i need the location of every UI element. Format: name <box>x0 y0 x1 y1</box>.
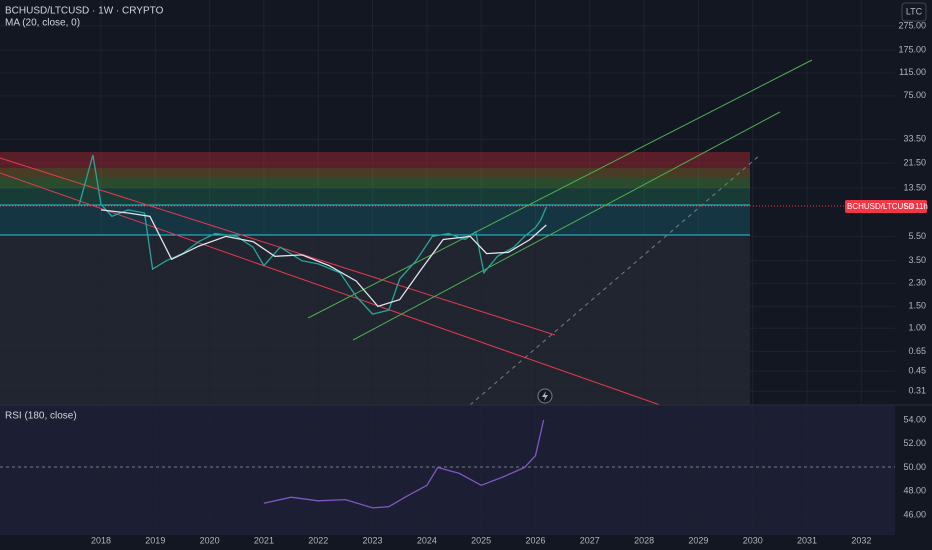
y-tick-label: 115.00 <box>899 67 926 77</box>
y-tick-label: 0.31 <box>908 386 926 396</box>
y-tick-label: 52.00 <box>903 438 926 448</box>
fib-band <box>0 178 750 188</box>
x-tick-label: 2026 <box>525 535 545 545</box>
badge-symbol: BCHUSD/LTCUSD <box>847 202 915 211</box>
x-tick-label: 2023 <box>363 535 383 545</box>
currency-box[interactable] <box>901 2 927 22</box>
y-tick-label: 275.00 <box>898 20 926 30</box>
y-tick-label: 33.50 <box>903 134 926 144</box>
badge-countdown: 5d 11h <box>904 202 928 211</box>
x-tick-label: 2032 <box>851 535 871 545</box>
y-tick-label: 50.00 <box>903 462 926 472</box>
price-badge <box>845 200 927 213</box>
x-tick-label: 2021 <box>254 535 274 545</box>
x-tick-label: 2022 <box>308 535 328 545</box>
symbol-title: BCHUSD/LTCUSD · 1W · CRYPTO <box>5 6 164 17</box>
currency: LTC <box>906 6 923 16</box>
channel-line <box>352 111 781 341</box>
y-tick-label: 1.50 <box>908 301 926 311</box>
series-line <box>100 209 547 308</box>
y-tick-label: 48.00 <box>903 486 926 496</box>
x-tick-label: 2024 <box>417 535 437 545</box>
x-tick-label: 2031 <box>797 535 817 545</box>
fib-band <box>0 152 750 168</box>
fib-band <box>0 188 750 205</box>
series-line <box>263 419 545 509</box>
x-tick-label: 2028 <box>634 535 654 545</box>
x-tick-label: 2019 <box>145 535 165 545</box>
y-tick-label: 0.65 <box>908 346 926 356</box>
box <box>0 235 750 405</box>
y-tick-label: 5.50 <box>908 231 926 241</box>
x-tick-label: 2018 <box>91 535 111 545</box>
fib-band <box>0 168 750 178</box>
x-tick-label: 2025 <box>471 535 491 545</box>
channel-line <box>0 172 661 406</box>
x-tick-label: 2030 <box>743 535 763 545</box>
y-tick-label: 0.45 <box>908 366 926 376</box>
indicator-title: MA (20, close, 0) <box>5 18 80 29</box>
channel-line <box>0 157 556 336</box>
y-tick-label: 13.50 <box>903 182 926 192</box>
grid <box>0 0 895 535</box>
y-tick-label: 75.00 <box>903 90 926 100</box>
y-tick-label: 1.00 <box>908 323 926 333</box>
x-tick-label: 2027 <box>580 535 600 545</box>
rsi-title: RSI (180, close) <box>5 411 77 422</box>
x-tick-label: 2020 <box>200 535 220 545</box>
y-tick-label: 2.30 <box>908 278 926 288</box>
series <box>78 154 547 509</box>
y-tick-label: 3.50 <box>908 255 926 265</box>
channel-line <box>307 59 813 319</box>
series-line <box>78 154 547 315</box>
y-tick-label: 46.00 <box>903 509 926 519</box>
y-tick-label: 54.00 <box>903 414 926 424</box>
fib-band <box>0 205 750 235</box>
y-tick-label: 21.50 <box>903 157 926 167</box>
x-tick-label: 2029 <box>688 535 708 545</box>
y-tick-label: 175.00 <box>898 45 926 55</box>
event-icon-bolt <box>542 391 548 401</box>
